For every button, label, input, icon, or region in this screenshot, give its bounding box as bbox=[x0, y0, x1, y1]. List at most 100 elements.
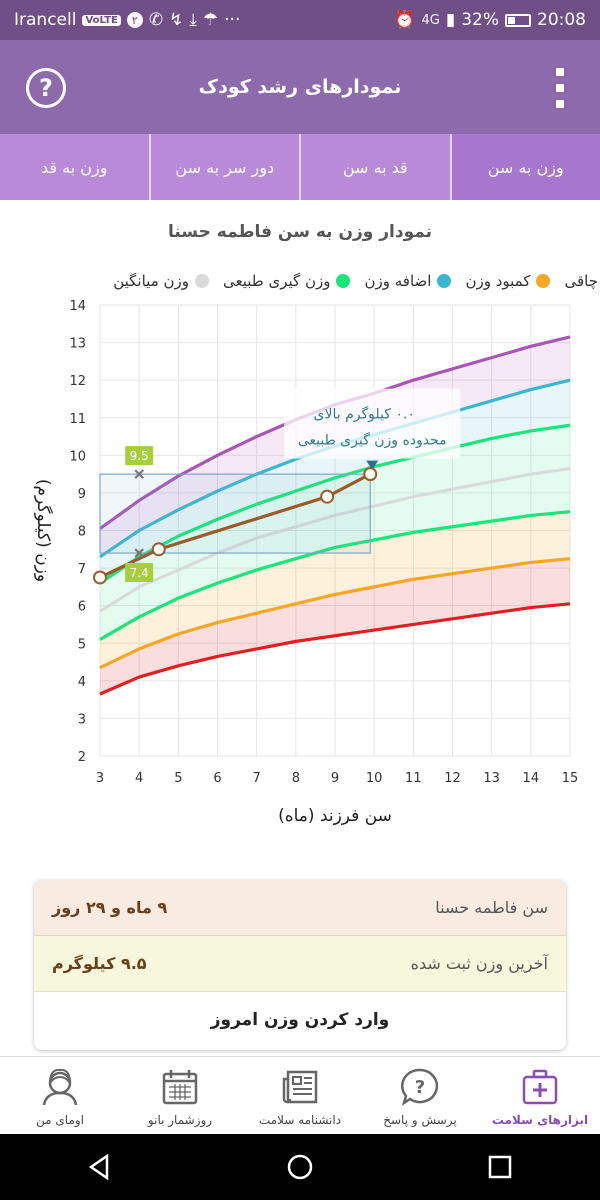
marker-label: 7.4 bbox=[130, 566, 149, 580]
help-button[interactable]: ? bbox=[26, 68, 66, 108]
legend-label-normal: وزن گیری طبیعی bbox=[223, 272, 331, 290]
question-bubble-icon: ? bbox=[401, 1068, 439, 1106]
y-tick-label: 10 bbox=[69, 449, 86, 464]
nav-my-profile[interactable]: اومای من bbox=[0, 1057, 120, 1134]
status-bar-left: Irancell VoLTE ۲ ✆ ↯ ⤓ ☂ ··· bbox=[14, 10, 240, 30]
legend-dot-average bbox=[195, 274, 209, 288]
page-title: نمودارهای رشد کودک bbox=[198, 76, 402, 98]
system-navigation-bar bbox=[0, 1134, 600, 1200]
tab-head-circumference-for-age[interactable]: دور سر به سن bbox=[148, 134, 300, 200]
signal-icon: ▮ bbox=[445, 10, 456, 30]
network-type: 4G bbox=[421, 12, 440, 28]
child-weight-point bbox=[93, 570, 107, 585]
percentile-line bbox=[99, 602, 571, 696]
x-tick-label: 11 bbox=[405, 771, 422, 786]
back-icon[interactable] bbox=[85, 1152, 115, 1182]
x-tick-label: 14 bbox=[523, 771, 540, 786]
legend-label-overweight: اضافه وزن bbox=[364, 272, 432, 290]
y-tick-label: 6 bbox=[78, 600, 86, 615]
marker-label-box bbox=[125, 563, 154, 583]
x-tick-label: 4 bbox=[135, 771, 143, 786]
age-label: سن فاطمه حسنا bbox=[435, 898, 548, 917]
legend-item-underweight[interactable]: کمبود وزن bbox=[465, 268, 551, 294]
nav-calendar-label: روزشمار بانو bbox=[147, 1112, 213, 1127]
y-tick-label: 9 bbox=[78, 487, 86, 502]
child-weight-point bbox=[320, 489, 335, 504]
legend-dot-overweight bbox=[437, 274, 452, 288]
missed-call-icon: ↯ bbox=[169, 10, 184, 30]
percentile-band bbox=[100, 425, 570, 612]
legend-label-underweight: کمبود وزن bbox=[465, 272, 531, 290]
y-tick-label: 5 bbox=[78, 637, 86, 652]
nav-calendar[interactable]: روزشمار بانو bbox=[120, 1057, 240, 1134]
x-tick-label: 5 bbox=[174, 771, 182, 786]
more-notifications-icon: ··· bbox=[224, 10, 241, 30]
nav-encyclopedia-label: دانشنامه سلامت bbox=[258, 1112, 342, 1127]
tab-height-for-age[interactable]: قد به سن bbox=[299, 134, 450, 200]
nav-my-profile-label: اومای من bbox=[36, 1112, 84, 1127]
legend-item-average[interactable]: وزن میانگین bbox=[113, 268, 209, 294]
x-tick-label: 6 bbox=[213, 771, 221, 786]
overflow-menu-button[interactable] bbox=[554, 68, 566, 108]
x-tick-label: 12 bbox=[444, 771, 461, 786]
y-tick-label: 14 bbox=[69, 299, 86, 314]
nav-health-tools-label: ابزارهای سلامت bbox=[491, 1112, 589, 1127]
y-tick-label: 4 bbox=[78, 675, 86, 690]
age-row: سن فاطمه حسنا ۹ ماه و ۲۹ روز bbox=[34, 880, 566, 936]
last-weight-row: آخرین وزن ثبت شده ۹.۵ کیلوگرم bbox=[34, 936, 566, 992]
annotation-line-2: محدوده وزن گیری طبیعی bbox=[298, 432, 447, 449]
x-tick-label: 9 bbox=[331, 771, 339, 786]
x-axis-label: سن فرزند (ماه) bbox=[278, 806, 392, 826]
app-notification-icon: ☂ bbox=[202, 10, 219, 30]
legend-item-overweight[interactable]: اضافه وزن bbox=[364, 268, 452, 294]
last-weight-label: آخرین وزن ثبت شده bbox=[410, 954, 548, 973]
annotation-line-1: ۰.۰ کیلوگرم بالای bbox=[314, 406, 415, 423]
annotation-box bbox=[284, 388, 461, 459]
tab-weight-for-age[interactable]: وزن به سن bbox=[449, 134, 600, 200]
x-tick-label: 15 bbox=[562, 771, 579, 786]
age-value: ۹ ماه و ۲۹ روز bbox=[52, 898, 168, 917]
x-tick-label: 10 bbox=[366, 771, 383, 786]
legend-label-obesity: چاقی bbox=[564, 272, 598, 290]
percentile-band bbox=[100, 511, 570, 668]
nav-encyclopedia[interactable]: دانشنامه سلامت bbox=[240, 1057, 360, 1134]
nav-health-tools[interactable]: ابزارهای سلامت bbox=[480, 1057, 600, 1134]
percentile-line bbox=[99, 557, 571, 670]
chart-legend: چاقی کمبود وزن اضافه وزن وزن گیری طبیعی … bbox=[0, 268, 600, 294]
nav-questions[interactable]: ? پرسش و پاسخ bbox=[360, 1057, 480, 1134]
child-weight-point bbox=[151, 542, 166, 557]
y-tick-label: 13 bbox=[69, 337, 86, 352]
battery-percent: 32% bbox=[461, 10, 499, 30]
percentile-band bbox=[100, 468, 570, 640]
chart-title: نمودار وزن به سن فاطمه حسنا bbox=[167, 222, 433, 242]
clock: 20:08 bbox=[537, 10, 586, 30]
last-weight-value: ۹.۵ کیلوگرم bbox=[52, 954, 147, 973]
newspaper-icon bbox=[282, 1070, 318, 1103]
status-bar: Irancell VoLTE ۲ ✆ ↯ ⤓ ☂ ··· ⏰ 4G ▮ 32% … bbox=[0, 0, 600, 40]
x-tick-label: 7 bbox=[253, 771, 261, 786]
legend-item-normal[interactable]: وزن گیری طبیعی bbox=[223, 268, 351, 294]
marker-label-box bbox=[125, 446, 154, 466]
legend-label-average: وزن میانگین bbox=[113, 272, 189, 290]
home-icon[interactable] bbox=[285, 1152, 315, 1182]
x-tick-label: 3 bbox=[96, 771, 104, 786]
y-tick-label: 2 bbox=[78, 750, 86, 765]
status-bar-right: ⏰ 4G ▮ 32% 20:08 bbox=[394, 10, 586, 30]
enter-weight-button[interactable]: وارد کردن وزن امروز bbox=[34, 992, 566, 1048]
y-tick-label: 12 bbox=[69, 374, 86, 389]
percentile-line bbox=[99, 423, 571, 585]
svg-text:?: ? bbox=[415, 1077, 425, 1098]
percentile-band bbox=[100, 558, 570, 694]
y-axis-label: وزن (کیلوگرم) bbox=[33, 479, 54, 582]
download-icon: ⤓ bbox=[189, 10, 197, 30]
tab-weight-for-height[interactable]: وزن به قد bbox=[41, 157, 108, 177]
profile-avatar-icon bbox=[42, 1068, 78, 1105]
legend-item-obesity[interactable]: چاقی bbox=[564, 268, 600, 294]
x-tick-label: 13 bbox=[483, 771, 500, 786]
recents-icon[interactable] bbox=[485, 1152, 515, 1182]
info-card: سن فاطمه حسنا ۹ ماه و ۲۹ روز آخرین وزن ث… bbox=[34, 880, 566, 1050]
volte-badge: VoLTE bbox=[82, 14, 121, 26]
whatsapp-icon: ✆ bbox=[148, 10, 164, 30]
legend-dot-normal bbox=[336, 274, 351, 288]
